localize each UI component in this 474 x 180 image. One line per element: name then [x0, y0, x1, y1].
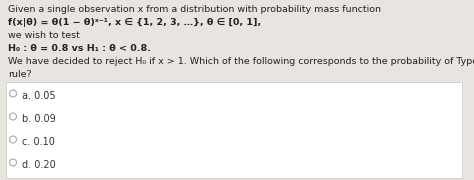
Circle shape — [9, 113, 17, 120]
Text: rule?: rule? — [8, 70, 32, 79]
Bar — [6, 82, 462, 178]
Text: Given a single observation x from a distribution with probability mass function: Given a single observation x from a dist… — [8, 5, 381, 14]
Text: We have decided to reject H₀ if x > 1. Which of the following corresponds to the: We have decided to reject H₀ if x > 1. W… — [8, 57, 474, 66]
Circle shape — [9, 136, 17, 143]
Circle shape — [9, 90, 17, 97]
Text: a. 0.05: a. 0.05 — [22, 91, 55, 101]
Text: we wish to test: we wish to test — [8, 31, 80, 40]
Text: H₀ : θ = 0.8 vs H₁ : θ < 0.8.: H₀ : θ = 0.8 vs H₁ : θ < 0.8. — [8, 44, 151, 53]
Circle shape — [9, 159, 17, 166]
Text: b. 0.09: b. 0.09 — [22, 114, 56, 124]
Text: c. 0.10: c. 0.10 — [22, 137, 55, 147]
Text: f(x|θ) = θ(1 − θ)ˣ⁻¹, x ∈ {1, 2, 3, …}, θ ∈ [0, 1],: f(x|θ) = θ(1 − θ)ˣ⁻¹, x ∈ {1, 2, 3, …}, … — [8, 18, 261, 27]
Text: d. 0.20: d. 0.20 — [22, 160, 56, 170]
